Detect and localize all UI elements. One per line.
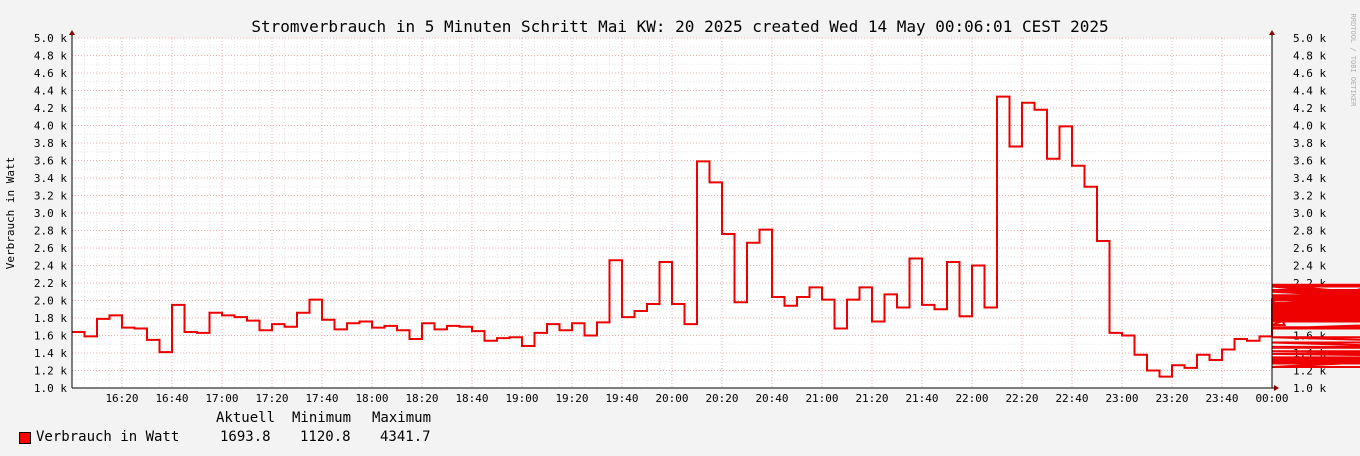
x-tick-label: 16:20 <box>105 392 138 405</box>
x-tick-label: 22:00 <box>955 392 988 405</box>
y-axis-right: 1.0 k1.2 k1.4 k1.6 k1.8 k2.0 k2.2 k2.4 k… <box>1293 32 1326 395</box>
x-tick-label: 00:00 <box>1255 392 1288 405</box>
y-tick-label-right: 4.0 k <box>1293 120 1326 133</box>
y-tick-label: 2.2 k <box>34 277 67 290</box>
y-tick-label-right: 2.6 k <box>1293 242 1326 255</box>
y-tick-label-right: 3.4 k <box>1293 172 1326 185</box>
y-tick-label-right: 2.4 k <box>1293 260 1326 273</box>
legend-value-minimum: 1120.8 <box>300 429 351 445</box>
y-tick-label-right: 4.2 k <box>1293 102 1326 115</box>
x-tick-label: 21:00 <box>805 392 838 405</box>
y-tick-label-right: 3.0 k <box>1293 207 1326 220</box>
x-tick-label: 21:20 <box>855 392 888 405</box>
y-tick-label-right: 1.6 k <box>1293 330 1326 343</box>
y-tick-label: 4.0 k <box>34 120 67 133</box>
x-tick-label: 22:20 <box>1005 392 1038 405</box>
axes <box>69 30 1279 391</box>
x-tick-label: 20:40 <box>755 392 788 405</box>
y-tick-label-right: 3.6 k <box>1293 155 1326 168</box>
y-tick-label: 4.8 k <box>34 50 67 63</box>
y-tick-label: 5.0 k <box>34 32 67 45</box>
y-axis-label: Verbrauch in Watt <box>4 157 17 270</box>
legend-header-maximum: Maximum <box>372 410 432 426</box>
y-tick-label: 4.4 k <box>34 85 67 98</box>
legend-value-maximum: 4341.7 <box>380 429 431 445</box>
series-line <box>72 95 1360 378</box>
y-tick-label: 2.8 k <box>34 225 67 238</box>
legend-header-minimum: Minimum <box>292 410 352 426</box>
y-tick-label: 1.0 k <box>34 382 67 395</box>
x-axis-arrow <box>1274 385 1279 391</box>
x-tick-label: 21:40 <box>905 392 938 405</box>
y-tick-label: 4.2 k <box>34 102 67 115</box>
y-tick-label: 2.4 k <box>34 260 67 273</box>
y-axis-left: 1.0 k 1.2 k 1.4 k 1.6 k 1.8 k 2.0 k 2.2 k 2.4 k… <box>34 32 67 395</box>
y-tick-label: 1.4 k <box>34 347 67 360</box>
legend-header: Aktuell Minimum Maximum <box>0 410 500 428</box>
x-tick-label: 19:00 <box>505 392 538 405</box>
legend-series-name: Verbrauch in Watt <box>36 429 180 445</box>
y-tick-label: 2.0 k <box>34 295 67 308</box>
legend-swatch <box>19 432 31 444</box>
y-tick-label-right: 3.8 k <box>1293 137 1326 150</box>
y-tick-label: 2.6 k <box>34 242 67 255</box>
y-tick-label-right: 5.0 k <box>1293 32 1326 45</box>
y-tick-label: 1.6 k <box>34 330 67 343</box>
y-tick-label-right: 3.2 k <box>1293 190 1326 203</box>
y-tick-label-right: 2.8 k <box>1293 225 1326 238</box>
grid <box>72 37 1273 389</box>
x-tick-label: 23:00 <box>1105 392 1138 405</box>
x-tick-label: 18:20 <box>405 392 438 405</box>
y-tick-label: 3.2 k <box>34 190 67 203</box>
y-tick-label: 1.8 k <box>34 312 67 325</box>
legend-header-aktuell: Aktuell <box>216 410 276 426</box>
chart-title: Stromverbrauch in 5 Minuten Schritt Mai … <box>251 17 1108 36</box>
x-tick-label: 18:40 <box>455 392 488 405</box>
x-tick-label: 20:20 <box>705 392 738 405</box>
x-axis: 16:20 16:40 17:00 17:20 17:40 18:00 18:20 18:40… <box>105 392 1288 405</box>
x-tick-label: 17:40 <box>305 392 338 405</box>
y-tick-label: 1.2 k <box>34 365 67 378</box>
y-tick-label-right: 4.4 k <box>1293 85 1326 98</box>
series-layer <box>72 95 1360 378</box>
y-tick-label: 3.6 k <box>34 155 67 168</box>
x-tick-label: 18:00 <box>355 392 388 405</box>
x-tick-label: 20:00 <box>655 392 688 405</box>
y-tick-label: 3.4 k <box>34 172 67 185</box>
watermark: RRDTOOL / TOBI OETIKER <box>1349 14 1357 108</box>
x-tick-label: 22:40 <box>1055 392 1088 405</box>
y-tick-label: 3.8 k <box>34 137 67 150</box>
y-tick-label: 3.0 k <box>34 207 67 220</box>
x-tick-label: 23:40 <box>1205 392 1238 405</box>
y-tick-label-right: 1.0 k <box>1293 382 1326 395</box>
y-axis-arrow-right <box>1269 30 1275 35</box>
x-tick-label: 19:20 <box>555 392 588 405</box>
x-tick-label: 16:40 <box>155 392 188 405</box>
legend-value-aktuell: 1693.8 <box>220 429 271 445</box>
legend-row: Verbrauch in Watt 1693.8 1120.8 4341.7 <box>0 429 500 447</box>
y-tick-label-right: 4.6 k <box>1293 67 1326 80</box>
y-tick-label: 4.6 k <box>34 67 67 80</box>
x-tick-label: 19:40 <box>605 392 638 405</box>
x-tick-label: 17:00 <box>205 392 238 405</box>
x-tick-label: 23:20 <box>1155 392 1188 405</box>
y-tick-label-right: 4.8 k <box>1293 50 1326 63</box>
x-tick-label: 17:20 <box>255 392 288 405</box>
y-axis-arrow <box>69 30 75 35</box>
